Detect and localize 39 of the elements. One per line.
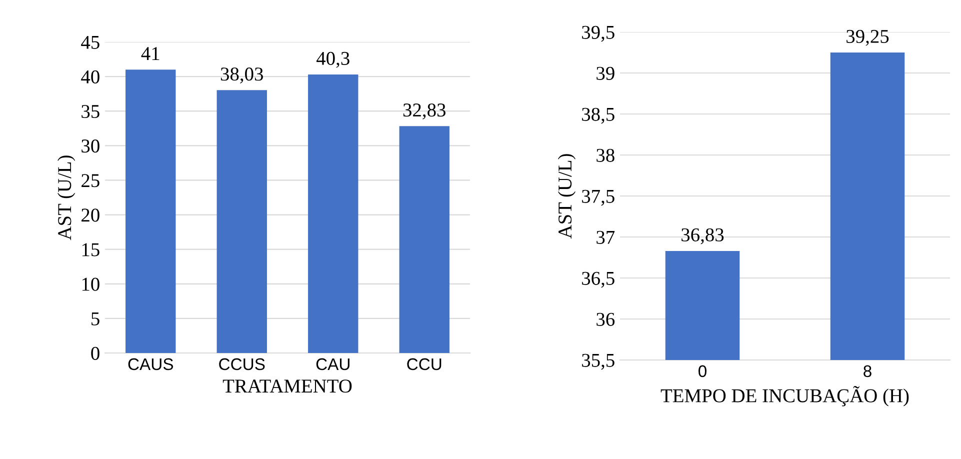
y-tick-label: 45 [81,36,100,49]
y-tick-label: 0 [91,346,100,360]
y-tick-label: 38 [596,148,614,162]
y-tick-label: 38,5 [582,108,614,124]
data-label: 38,03 [220,68,263,84]
x-tick-label: CAU [316,358,350,370]
y-tick-label: 20 [82,208,100,222]
data-label: 41 [141,47,160,60]
bar [126,70,176,353]
data-label: 40,3 [316,52,350,68]
y-axis-title: AST (U/L) [58,156,76,240]
y-tick-label: 36,5 [582,272,614,288]
data-label: 39,25 [846,30,889,46]
x-tick-label: CCUS [219,358,265,370]
y-tick-label: 10 [82,278,100,291]
y-tick-label: 36 [596,312,615,326]
y-tick-label: 30 [82,139,100,153]
y-tick-label: 39,5 [582,26,614,42]
bar [308,74,358,353]
x-axis-title: TRATAMENTO [222,380,352,393]
y-tick-label: 25 [82,174,100,188]
x-tick-label: 8 [864,365,872,378]
y-tick-label: 15 [82,243,100,256]
y-tick-label: 39 [596,66,614,80]
x-tick-label: CAUS [128,358,174,370]
bar [216,90,267,353]
y-tick-label: 37,5 [582,190,614,206]
y-tick-label: 37 [596,230,615,244]
y-tick-label: 40 [81,70,100,84]
y-axis-title: AST (U/L) [558,154,576,239]
y-tick-label: 5 [92,312,100,326]
x-axis-title: TEMPO DE INCUBAÇÃO (H) [660,386,909,406]
y-tick-label: 35 [82,104,100,118]
bar [399,126,450,353]
data-label: 32,83 [403,103,446,120]
x-tick-label: CCU [407,358,442,370]
x-tick-label: 0 [698,365,706,378]
data-label: 36,83 [682,228,724,244]
y-tick-label: 35,5 [582,354,614,370]
